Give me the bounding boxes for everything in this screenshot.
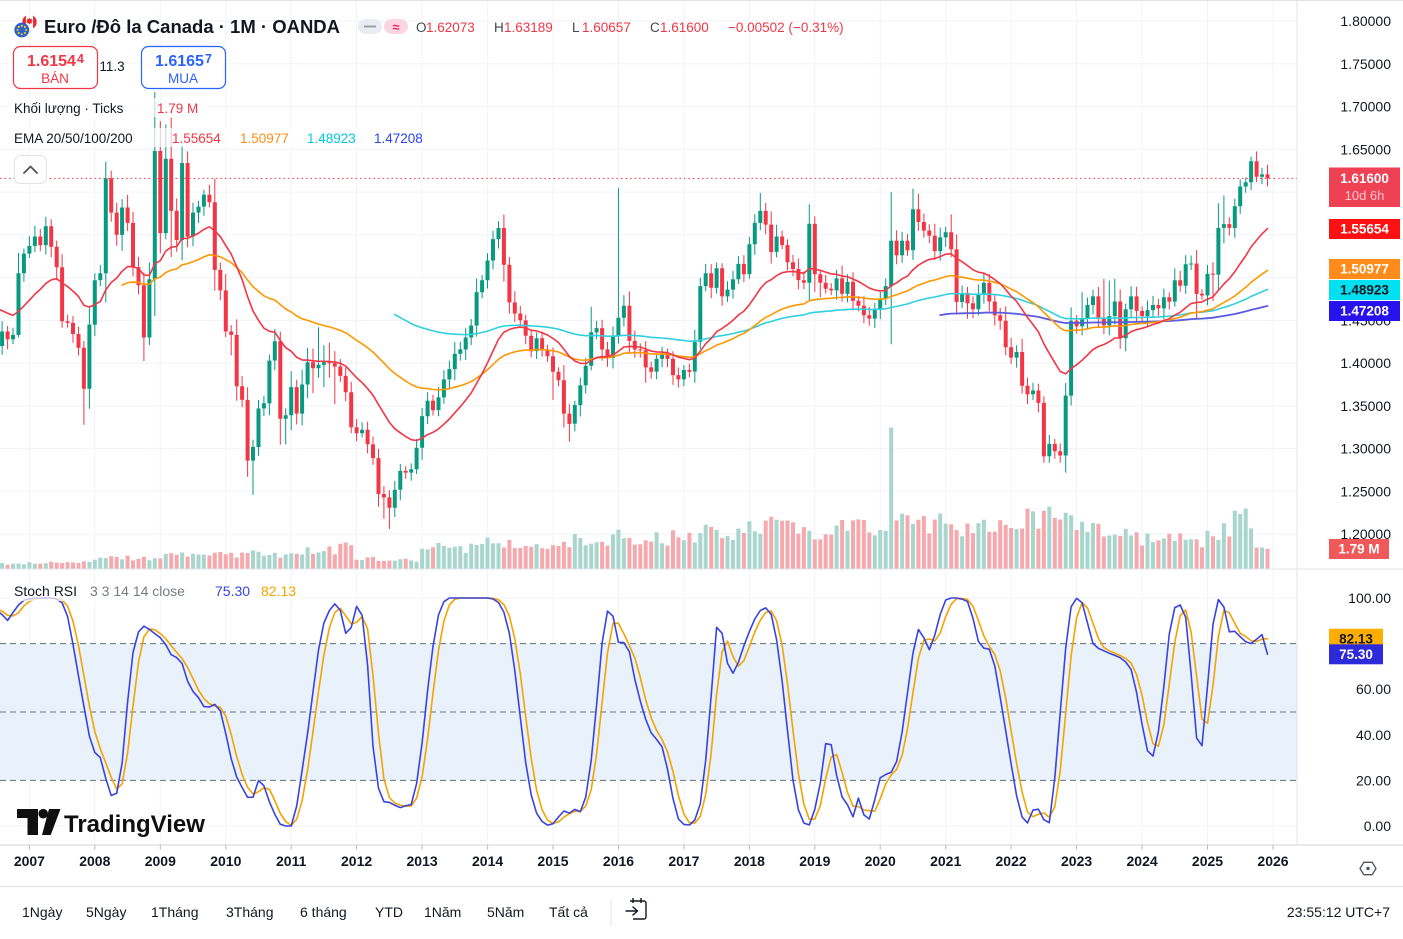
svg-text:2018: 2018 — [734, 853, 765, 869]
svg-text:5Năm: 5Năm — [487, 904, 524, 920]
svg-text:EMA 20/50/100/200: EMA 20/50/100/200 — [14, 131, 133, 146]
svg-text:1.48923: 1.48923 — [307, 131, 356, 146]
svg-text:10d 6h: 10d 6h — [1345, 188, 1385, 203]
svg-text:TradingView: TradingView — [64, 811, 205, 838]
svg-text:1.75000: 1.75000 — [1340, 56, 1391, 72]
svg-text:Khối lượng · Ticks: Khối lượng · Ticks — [14, 101, 124, 116]
svg-text:3 3 14 14 close: 3 3 14 14 close — [90, 583, 185, 599]
svg-text:2019: 2019 — [799, 853, 830, 869]
svg-text:Tất cả: Tất cả — [549, 904, 588, 920]
svg-text:11.3: 11.3 — [99, 59, 124, 74]
svg-text:1.79 M: 1.79 M — [1338, 542, 1379, 557]
svg-text:Stoch RSI: Stoch RSI — [14, 583, 77, 599]
svg-text:1.55654: 1.55654 — [172, 131, 221, 146]
svg-text:6 tháng: 6 tháng — [300, 904, 347, 920]
svg-text:2023: 2023 — [1061, 853, 1092, 869]
svg-text:1.63189: 1.63189 — [504, 20, 553, 35]
svg-text:1.60657: 1.60657 — [582, 20, 631, 35]
svg-text:1.62073: 1.62073 — [426, 20, 475, 35]
svg-text:1Ngày: 1Ngày — [22, 904, 62, 920]
svg-text:Euro /Đô la Canada · 1M · OAND: Euro /Đô la Canada · 1M · OANDA — [44, 16, 340, 37]
svg-text:1.50977: 1.50977 — [240, 131, 289, 146]
svg-text:1.47208: 1.47208 — [1340, 304, 1389, 319]
svg-text:1.79 M: 1.79 M — [157, 101, 198, 116]
svg-text:1.55654: 1.55654 — [1340, 222, 1389, 237]
svg-text:2025: 2025 — [1192, 853, 1223, 869]
svg-text:0.00: 0.00 — [1364, 818, 1391, 834]
svg-text:L: L — [572, 20, 580, 35]
svg-text:1.61600: 1.61600 — [1340, 171, 1389, 186]
svg-text:H: H — [494, 20, 504, 35]
svg-text:2010: 2010 — [210, 853, 241, 869]
svg-text:2007: 2007 — [14, 853, 45, 869]
svg-text:≈: ≈ — [392, 20, 399, 35]
svg-text:1.48923: 1.48923 — [1340, 283, 1389, 298]
svg-text:2012: 2012 — [341, 853, 372, 869]
svg-text:2011: 2011 — [276, 853, 307, 869]
svg-text:1.35000: 1.35000 — [1340, 398, 1391, 414]
svg-text:MUA: MUA — [168, 71, 198, 86]
svg-text:1.6154: 1.6154 — [27, 53, 76, 70]
svg-text:5Ngày: 5Ngày — [86, 904, 126, 920]
svg-text:40.00: 40.00 — [1356, 727, 1391, 743]
svg-text:1Tháng: 1Tháng — [151, 904, 198, 920]
svg-text:1Năm: 1Năm — [424, 904, 461, 920]
svg-text:2021: 2021 — [930, 853, 961, 869]
svg-text:75.30: 75.30 — [1339, 647, 1373, 662]
svg-text:2008: 2008 — [79, 853, 110, 869]
svg-text:2015: 2015 — [537, 853, 568, 869]
svg-text:2013: 2013 — [407, 853, 438, 869]
svg-text:2022: 2022 — [996, 853, 1027, 869]
svg-text:2014: 2014 — [472, 853, 503, 869]
svg-text:1.50977: 1.50977 — [1340, 262, 1389, 277]
svg-text:20.00: 20.00 — [1356, 772, 1391, 788]
svg-text:1.30000: 1.30000 — [1340, 441, 1391, 457]
svg-text:1.20000: 1.20000 — [1340, 526, 1391, 542]
svg-text:YTD: YTD — [375, 904, 403, 920]
svg-text:75.30: 75.30 — [215, 583, 250, 599]
svg-text:1.80000: 1.80000 — [1340, 13, 1391, 29]
svg-text:4: 4 — [77, 52, 84, 66]
svg-text:2020: 2020 — [865, 853, 896, 869]
svg-text:1.61600: 1.61600 — [660, 20, 709, 35]
svg-text:2017: 2017 — [668, 853, 699, 869]
svg-text:23:55:12 UTC+7: 23:55:12 UTC+7 — [1287, 904, 1390, 920]
svg-text:BÁN: BÁN — [41, 71, 69, 86]
svg-text:1.6165: 1.6165 — [155, 53, 204, 70]
svg-text:1.65000: 1.65000 — [1340, 141, 1391, 157]
svg-text:1.40000: 1.40000 — [1340, 355, 1391, 371]
svg-text:O: O — [416, 20, 427, 35]
svg-text:1.70000: 1.70000 — [1340, 99, 1391, 115]
svg-text:2016: 2016 — [603, 853, 634, 869]
svg-text:82.13: 82.13 — [261, 583, 296, 599]
svg-text:2026: 2026 — [1257, 853, 1288, 869]
svg-text:100.00: 100.00 — [1348, 590, 1391, 606]
svg-text:60.00: 60.00 — [1356, 681, 1391, 697]
svg-text:−0.00502 (−0.31%): −0.00502 (−0.31%) — [728, 20, 844, 35]
svg-text:82.13: 82.13 — [1339, 631, 1373, 646]
svg-text:1.47208: 1.47208 — [374, 131, 423, 146]
svg-text:7: 7 — [205, 52, 212, 66]
svg-text:C: C — [650, 20, 660, 35]
svg-text:1.25000: 1.25000 — [1340, 483, 1391, 499]
svg-text:3Tháng: 3Tháng — [226, 904, 273, 920]
svg-text:2024: 2024 — [1127, 853, 1158, 869]
svg-text:2009: 2009 — [145, 853, 176, 869]
